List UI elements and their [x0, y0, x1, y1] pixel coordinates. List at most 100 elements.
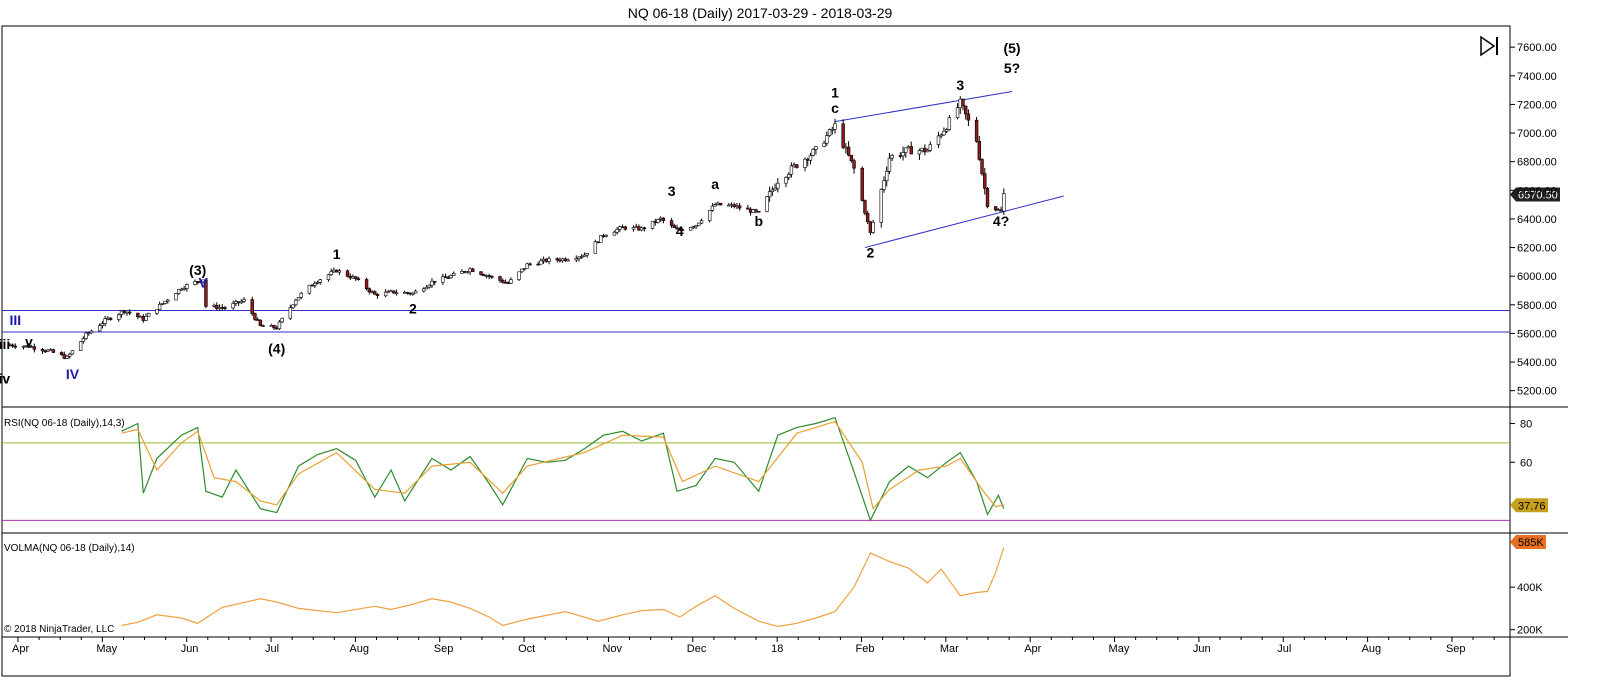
candle-body: [811, 149, 815, 156]
price-tick-label: 6800.00: [1517, 157, 1557, 169]
candle-body: [250, 299, 254, 314]
rsi-title: RSI(NQ 06-18 (Daily),14,3): [4, 418, 125, 429]
candle-body: [729, 204, 734, 206]
chart-title: NQ 06-18 (Daily) 2017-03-29 - 2018-03-29: [628, 5, 893, 21]
candle-body: [574, 258, 578, 261]
rsi-line: [121, 416, 1005, 522]
candle-body: [618, 226, 622, 230]
candle-body: [599, 235, 603, 243]
volume-panel[interactable]: VOLMA(NQ 06-18 (Daily),14) 585K: [4, 535, 1546, 628]
candle-body: [503, 281, 508, 284]
candle-body: [348, 275, 352, 279]
candle-body: [87, 332, 91, 335]
time-tick-label: Aug: [1362, 643, 1382, 655]
candle-body: [822, 142, 826, 147]
candle-body: [776, 182, 780, 189]
wave-label: 3: [956, 77, 964, 93]
candle-body: [253, 313, 257, 320]
candle-body: [522, 267, 527, 270]
candle-body: [536, 263, 540, 266]
candle-body: [675, 227, 679, 230]
candle-body: [925, 150, 930, 153]
last-price-badge: [1510, 187, 1560, 202]
candle-body: [767, 191, 772, 198]
candle-body: [650, 221, 655, 229]
candle-body: [661, 217, 666, 221]
candle-body: [465, 271, 470, 274]
candle-body: [860, 167, 864, 201]
rsi-tick-label: 60: [1520, 457, 1532, 469]
candle-body: [185, 284, 189, 289]
candle-body: [754, 209, 758, 212]
scroll-to-end-icon[interactable]: [1478, 34, 1502, 57]
candle-body: [212, 304, 216, 307]
candle-body: [234, 301, 238, 304]
candle-body: [179, 288, 184, 291]
candle-body: [258, 319, 263, 326]
price-tick-label: 7600.00: [1517, 42, 1557, 54]
time-tick-label: Apr: [12, 643, 29, 655]
candle-body: [928, 144, 933, 151]
candle-body: [784, 177, 788, 184]
candle-body: [84, 332, 88, 339]
candle-body: [386, 290, 391, 293]
candle-body: [868, 221, 873, 233]
candle-body: [961, 98, 965, 107]
rsi-panel[interactable]: RSI(NQ 06-18 (Daily),14,3) 37.76: [2, 416, 1548, 522]
candle-body: [427, 284, 431, 288]
candle-body: [846, 146, 851, 156]
candle-body: [332, 269, 336, 273]
candle-body: [525, 263, 529, 269]
candle-body: [890, 155, 894, 159]
channel-line-1: [864, 195, 1064, 249]
candle-body: [631, 227, 636, 230]
candle-body: [694, 224, 698, 228]
candle-body: [490, 276, 494, 278]
candle-body: [422, 288, 426, 292]
candle-body: [748, 208, 753, 213]
candle-body: [697, 222, 701, 226]
candle-body: [615, 229, 619, 233]
candle-body: [65, 355, 69, 359]
price-tick-label: 5800.00: [1517, 300, 1557, 312]
candle-body: [443, 276, 448, 278]
candle-body: [964, 105, 968, 115]
candle-body: [985, 188, 990, 207]
candle-body: [424, 286, 429, 290]
rsi-last-label: 37.76: [1518, 500, 1546, 512]
time-tick-label: Jun: [1193, 643, 1211, 655]
rsi-tick-label: 80: [1520, 419, 1532, 431]
candle-body: [601, 235, 606, 237]
candle-body: [48, 349, 53, 351]
candle-body: [70, 350, 75, 355]
wave-label: V: [199, 275, 209, 291]
candle-body: [277, 321, 282, 330]
candle-body: [898, 155, 903, 157]
wave-label: iv: [0, 371, 10, 387]
candle-body: [672, 225, 677, 229]
candle-body: [509, 279, 513, 284]
price-tick-label: 5200.00: [1517, 386, 1557, 398]
price-tick-label: 7400.00: [1517, 71, 1557, 83]
wave-label: 4?: [993, 213, 1009, 229]
candle-body: [155, 309, 159, 314]
candle-body: [405, 291, 410, 294]
candle-body: [122, 310, 126, 313]
candle-body: [803, 158, 807, 168]
wave-label: v: [25, 333, 33, 349]
candle-body: [517, 271, 521, 280]
candle-body: [528, 263, 532, 266]
candle-body: [484, 275, 489, 277]
candle-body: [242, 299, 246, 302]
candle-body: [735, 205, 739, 208]
candle-body: [430, 280, 434, 286]
candle-body: [795, 164, 799, 168]
candle-body: [849, 154, 854, 161]
candle-body: [498, 276, 502, 281]
candle-body: [326, 274, 331, 280]
volume-tick-label: 400K: [1517, 582, 1543, 594]
candle-body: [996, 209, 1001, 212]
wave-label: IV: [66, 366, 80, 382]
